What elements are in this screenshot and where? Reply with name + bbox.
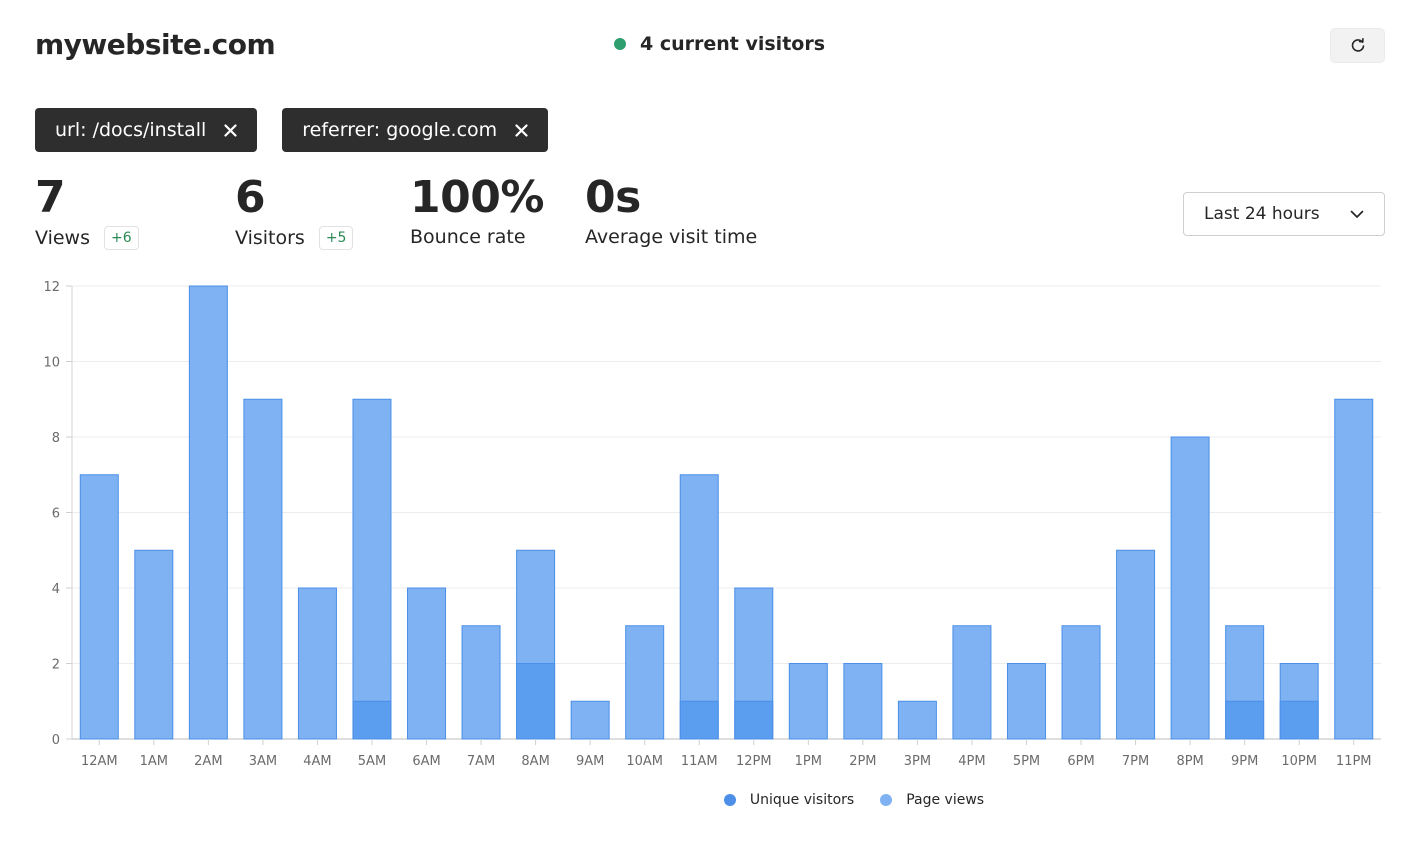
filter-chip-label: referrer: google.com xyxy=(302,119,498,141)
metric-label: Average visit time xyxy=(585,226,758,248)
metric-views[interactable]: 7 Views +6 xyxy=(35,172,139,250)
bar-page-views xyxy=(297,587,337,740)
legend-swatch xyxy=(880,794,893,806)
y-tick-label: 2 xyxy=(52,658,60,673)
metric-value: 0s xyxy=(585,172,641,223)
refresh-button[interactable] xyxy=(1330,28,1385,63)
x-tick-label: 2PM xyxy=(849,754,876,769)
legend-label: Unique visitors xyxy=(749,792,855,808)
x-tick-label: 1AM xyxy=(140,754,168,769)
x-tick-label: 3PM xyxy=(904,754,931,769)
x-tick-label: 11AM xyxy=(681,754,718,769)
bar-unique-visitors xyxy=(516,663,556,740)
x-tick-label: 5AM xyxy=(358,754,386,769)
y-tick-label: 12 xyxy=(43,280,60,295)
bar-page-views xyxy=(1334,398,1374,740)
bar-unique-visitors xyxy=(734,700,774,740)
legend-item-page-views[interactable]: Page views xyxy=(880,792,984,808)
bar-page-views xyxy=(843,663,883,740)
filter-chip-label: url: /docs/install xyxy=(55,119,207,141)
x-tick-label: 2AM xyxy=(194,754,222,769)
bar-unique-visitors xyxy=(679,700,719,740)
bar-page-views xyxy=(188,285,228,740)
metric-average-visit-time[interactable]: 0s Average visit time xyxy=(585,172,757,248)
metric-value: 6 xyxy=(235,172,266,223)
bar-page-views xyxy=(134,549,174,740)
bar-page-views xyxy=(1006,663,1046,740)
close-icon[interactable] xyxy=(224,123,237,137)
y-tick-label: 8 xyxy=(52,431,60,446)
y-tick-label: 4 xyxy=(52,582,60,597)
bar-page-views xyxy=(788,663,828,740)
metric-label: Visitors xyxy=(235,227,305,249)
x-tick-label: 7AM xyxy=(467,754,495,769)
bar-page-views xyxy=(243,398,283,740)
x-tick-label: 10AM xyxy=(626,754,663,769)
refresh-icon xyxy=(1351,37,1364,52)
y-tick-label: 10 xyxy=(43,356,60,371)
y-tick-label: 6 xyxy=(52,507,60,522)
x-tick-label: 10PM xyxy=(1281,754,1317,769)
metric-bounce-rate[interactable]: 100% Bounce rate xyxy=(410,172,544,248)
metric-value: 7 xyxy=(35,172,66,223)
date-range-select[interactable]: Last 24 hours xyxy=(1183,192,1385,236)
bar-page-views xyxy=(570,700,610,740)
legend-swatch xyxy=(723,794,736,806)
filter-chip-referrer[interactable]: referrer: google.com xyxy=(282,108,549,152)
bar-page-views xyxy=(897,700,937,740)
x-tick-label: 8AM xyxy=(521,754,549,769)
x-tick-label: 5PM xyxy=(1013,754,1040,769)
y-tick-label: 0 xyxy=(52,733,60,748)
x-tick-label: 4PM xyxy=(958,754,985,769)
bar-page-views xyxy=(79,474,119,740)
x-tick-label: 9PM xyxy=(1231,754,1258,769)
bar-unique-visitors xyxy=(1225,700,1265,740)
visitors-bar-chart: 0 2 4 6 8 10 12 12AM 1AM 2AM 3AM 4AM 5AM 6AM 7AM 8AM 9AM… xyxy=(43,280,1381,769)
chart-legend: Unique visitors Page views xyxy=(0,792,1418,808)
x-tick-label: 8PM xyxy=(1176,754,1203,769)
bar-unique-visitors xyxy=(352,700,392,740)
bar-page-views xyxy=(461,625,501,740)
live-status-dot xyxy=(614,38,626,50)
current-visitors-label: 4 current visitors xyxy=(640,33,826,55)
filter-chip-url[interactable]: url: /docs/install xyxy=(35,108,258,152)
metric-visitors[interactable]: 6 Visitors +5 xyxy=(235,172,354,250)
legend-item-unique-visitors[interactable]: Unique visitors xyxy=(723,792,855,808)
x-tick-label: 12AM xyxy=(81,754,118,769)
current-visitors[interactable]: 4 current visitors xyxy=(614,33,825,55)
bar-page-views xyxy=(352,398,392,740)
bar-page-views xyxy=(952,625,992,740)
change-badge: +6 xyxy=(104,226,139,250)
bar-unique-visitors xyxy=(1279,700,1319,740)
x-tick-label: 11PM xyxy=(1336,754,1372,769)
bar-page-views xyxy=(679,474,719,740)
change-badge: +5 xyxy=(318,226,354,250)
metric-label: Bounce rate xyxy=(410,226,526,248)
bar-page-views xyxy=(625,625,665,740)
date-range-value: Last 24 hours xyxy=(1204,204,1320,224)
x-tick-label: 9AM xyxy=(576,754,604,769)
bar-page-views xyxy=(1116,549,1156,740)
metric-label: Views xyxy=(35,227,90,249)
x-tick-label: 7PM xyxy=(1122,754,1149,769)
site-title: mywebsite.com xyxy=(35,28,276,61)
x-tick-label: 4AM xyxy=(303,754,331,769)
x-tick-label: 1PM xyxy=(795,754,822,769)
close-icon[interactable] xyxy=(515,123,528,137)
legend-label: Page views xyxy=(906,792,985,808)
chevron-down-icon xyxy=(1350,210,1364,218)
x-tick-label: 12PM xyxy=(736,754,772,769)
bar-page-views xyxy=(1061,625,1101,740)
x-tick-label: 6AM xyxy=(412,754,440,769)
metric-value: 100% xyxy=(410,172,544,223)
bar-page-views xyxy=(407,587,447,740)
x-tick-label: 6PM xyxy=(1067,754,1094,769)
filter-bar: url: /docs/install referrer: google.com xyxy=(35,108,549,152)
x-tick-label: 3AM xyxy=(249,754,277,769)
bar-page-views xyxy=(1170,436,1210,740)
